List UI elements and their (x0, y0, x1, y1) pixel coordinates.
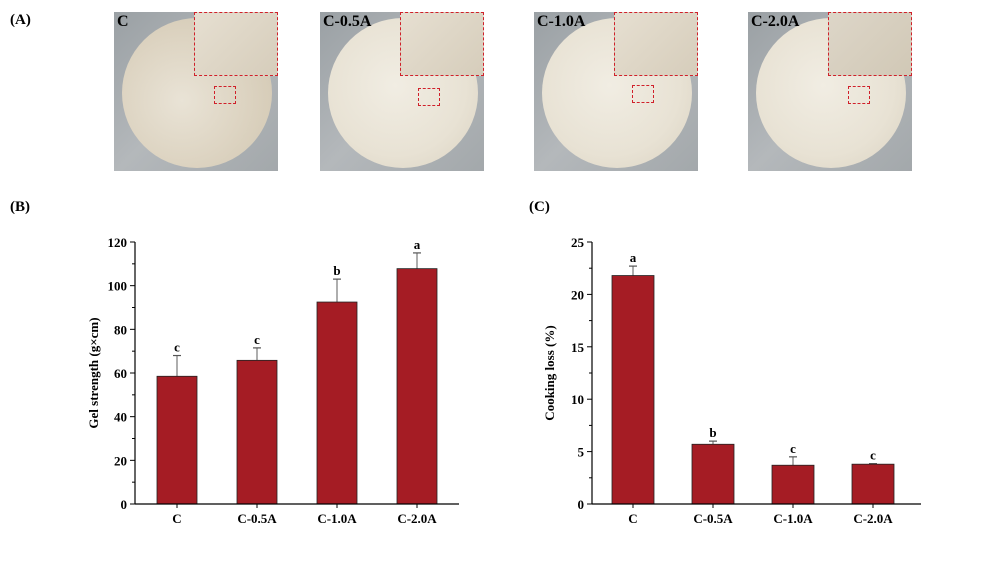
zoom-inset (614, 12, 698, 76)
gel-strength-y-tick-label: 20 (114, 453, 127, 468)
gel-strength-significance-label: c (254, 332, 260, 347)
cooking-loss-y-tick-label: 25 (571, 235, 585, 250)
photo-label: C-2.0A (751, 13, 800, 30)
cooking-loss-significance-label: b (709, 425, 716, 440)
region-of-interest (632, 85, 654, 103)
gel-strength-significance-label: b (333, 263, 340, 278)
photo-label: C-1.0A (537, 13, 586, 30)
sample-photo-c-2.0a: C-2.0A (748, 12, 912, 171)
zoom-inset (194, 12, 278, 76)
cooking-loss-y-tick-label: 15 (571, 340, 585, 355)
panel-label-c: (C) (529, 199, 550, 215)
cooking-loss-x-tick-label: C-0.5A (693, 511, 733, 526)
cooking-loss-significance-label: c (790, 441, 796, 456)
gel-strength-x-tick-label: C (172, 511, 181, 526)
gel-strength-y-tick-label: 100 (108, 279, 128, 294)
cooking-loss-y-tick-label: 5 (578, 445, 585, 460)
gel-strength-y-tick-label: 60 (114, 366, 127, 381)
photo-label: C (117, 13, 129, 30)
cooking-loss-x-tick-label: C (628, 511, 637, 526)
gel-strength-x-tick-label: C-0.5A (237, 511, 277, 526)
cooking-loss-bar-C-1.0A (771, 464, 815, 505)
cooking-loss-y-axis-title: Cooking loss (%) (542, 325, 557, 420)
sample-photo-c-1.0a: C-1.0A (534, 12, 698, 171)
gel-strength-bar-C-0.5A (236, 359, 278, 505)
region-of-interest (848, 86, 870, 104)
photo-label: C-0.5A (323, 13, 372, 30)
gel-strength-significance-label: c (174, 340, 180, 355)
gel-strength-x-tick-label: C-1.0A (317, 511, 357, 526)
gel-strength-y-tick-label: 40 (114, 410, 127, 425)
gel-strength-y-tick-label: 0 (121, 497, 128, 512)
gel-strength-y-tick-label: 80 (114, 322, 127, 337)
cooking-loss-bar-C (611, 275, 655, 505)
gel-strength-x-tick-label: C-2.0A (397, 511, 437, 526)
cooking-loss-y-tick-label: 0 (578, 497, 585, 512)
cooking-loss-significance-label: a (630, 250, 637, 265)
gel-strength-y-axis-title: Gel strength (g×cm) (86, 317, 101, 428)
cooking-loss-x-tick-label: C-1.0A (773, 511, 813, 526)
cooking-loss-x-tick-label: C-2.0A (853, 511, 893, 526)
zoom-inset (828, 12, 912, 76)
sample-photo-c: C (114, 12, 278, 171)
sample-photo-c-0.5a: C-0.5A (320, 12, 484, 171)
gel-strength-bar-C-1.0A (316, 301, 358, 505)
panel-label-a: (A) (10, 12, 31, 28)
cooking-loss-y-tick-label: 10 (571, 392, 584, 407)
gel-strength-significance-label: a (414, 237, 421, 252)
gel-strength-y-tick-label: 120 (108, 235, 128, 250)
gel-strength-bar-C (156, 375, 198, 505)
region-of-interest (214, 86, 236, 104)
cooking-loss-significance-label: c (870, 448, 876, 463)
cooking-loss-y-tick-label: 20 (571, 287, 584, 302)
region-of-interest (418, 88, 440, 106)
gel-strength-bar-C-2.0A (396, 268, 438, 505)
panel-label-b: (B) (10, 199, 30, 215)
cooking-loss-bar-C-2.0A (851, 463, 895, 505)
cooking-loss-bar-C-0.5A (691, 443, 735, 505)
zoom-inset (400, 12, 484, 76)
